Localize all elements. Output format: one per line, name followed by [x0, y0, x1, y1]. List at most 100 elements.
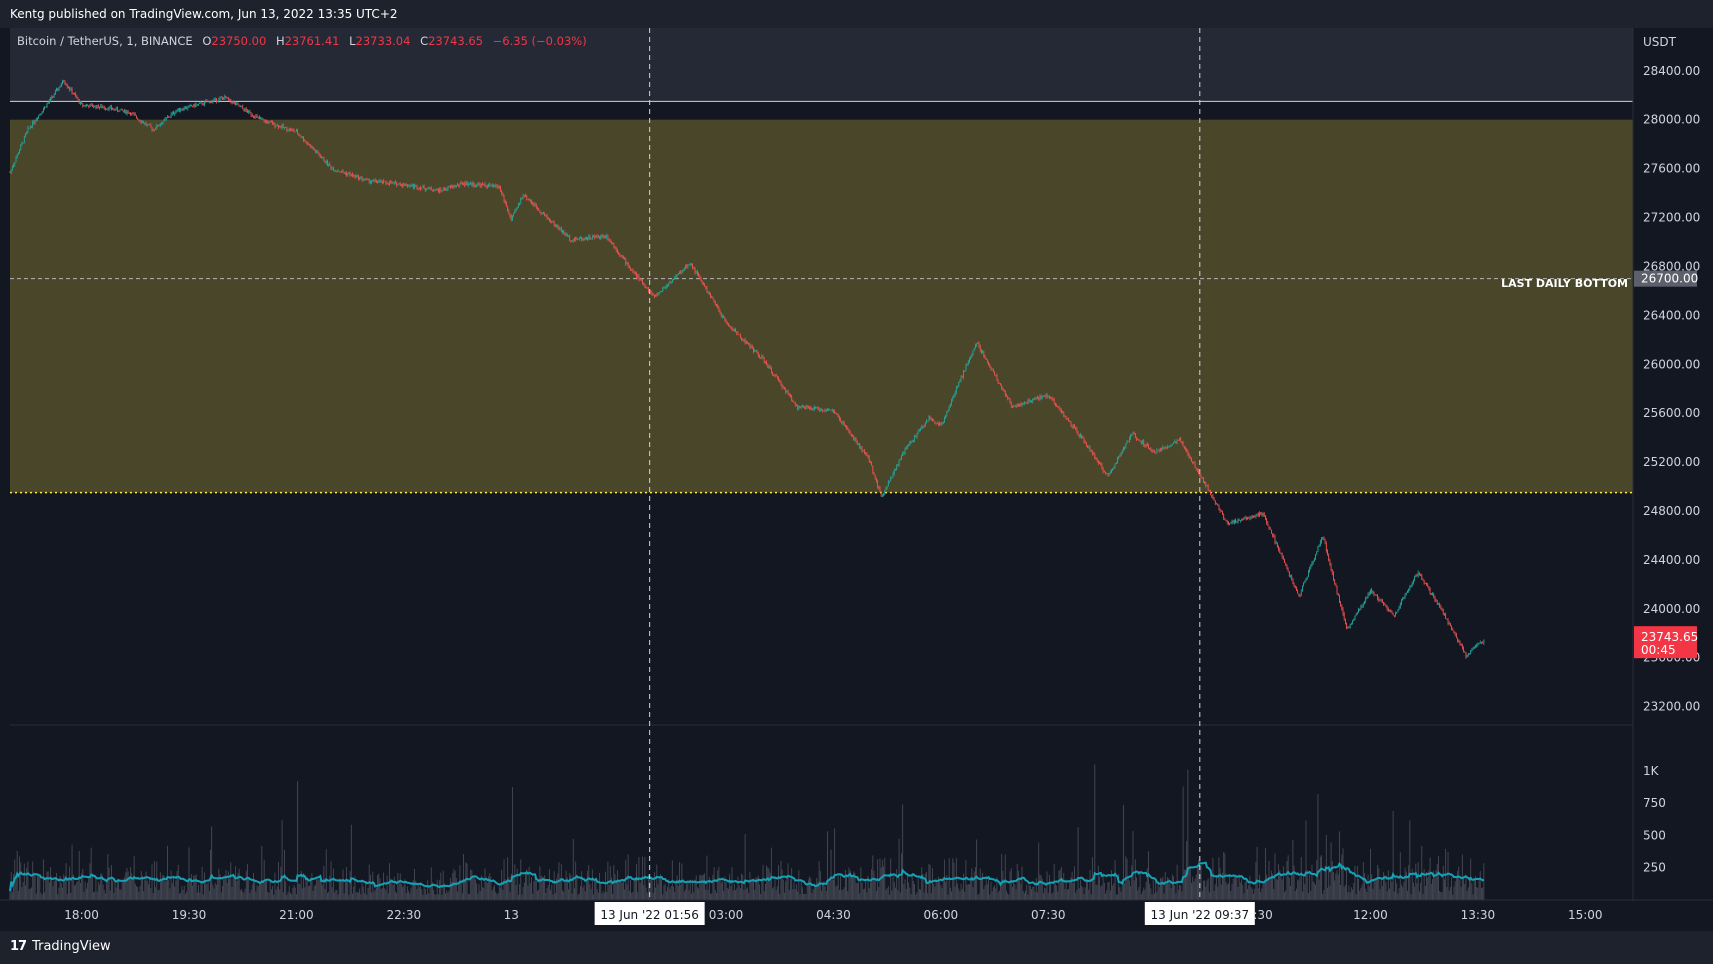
candle-body — [473, 183, 475, 186]
time-tick-label: :30 — [1253, 908, 1272, 922]
candle-body — [198, 103, 199, 105]
candle-body — [54, 91, 56, 95]
candle-body — [32, 121, 34, 127]
candle-body — [303, 137, 304, 141]
candle-body — [454, 185, 456, 187]
candle-body — [190, 105, 192, 107]
candle-body — [300, 136, 302, 138]
candle-body — [60, 84, 62, 87]
candle-body — [100, 105, 102, 108]
candle-body — [189, 105, 191, 106]
candle-body — [970, 356, 972, 359]
candle-body — [1417, 572, 1419, 576]
candle-body — [921, 426, 923, 429]
candle-body — [449, 186, 451, 188]
candle-body — [1263, 513, 1265, 516]
candle-body — [210, 101, 211, 103]
candle-body — [466, 182, 468, 186]
chart-area[interactable]: USDT 28400.00 28000.00 27600.00 27200.00 2680… — [0, 28, 1713, 931]
candle-body — [1310, 564, 1312, 568]
candle-body — [359, 177, 361, 180]
candle-body — [836, 413, 838, 415]
candle-body — [1318, 545, 1320, 547]
candle-body — [897, 465, 899, 466]
candle-body — [318, 153, 320, 156]
candle-body — [875, 477, 877, 482]
candle-body — [453, 185, 455, 188]
candle-body — [93, 106, 94, 108]
candle-body — [162, 121, 164, 124]
candle-body — [1475, 645, 1476, 647]
candle-body — [901, 455, 902, 460]
candle-body — [1133, 433, 1135, 435]
candle-body — [804, 407, 806, 410]
candle-body — [483, 183, 485, 185]
candle-body — [1058, 407, 1060, 410]
candle-body — [1158, 448, 1160, 451]
candle-body — [1261, 513, 1263, 516]
candle-body — [414, 185, 415, 188]
candle-body — [1276, 542, 1278, 548]
candle-body — [724, 317, 726, 321]
candle-body — [965, 365, 967, 371]
candle-body — [1299, 594, 1301, 596]
candle-body — [199, 102, 201, 104]
candle-body — [386, 183, 388, 184]
candle-body — [1086, 442, 1087, 446]
candle-body — [57, 89, 59, 91]
candle-body — [1232, 520, 1234, 523]
candle-body — [827, 409, 828, 411]
candle-body — [1428, 586, 1430, 589]
candle-body — [1401, 600, 1402, 604]
candle-body — [1244, 517, 1246, 519]
candle-body — [435, 188, 437, 191]
candle-body — [348, 173, 350, 175]
candle-body — [183, 107, 185, 111]
tradingview-brand[interactable]: 17 TradingView — [10, 939, 111, 954]
candle-body — [1214, 500, 1216, 504]
candle-body — [1043, 395, 1044, 397]
candle-body — [816, 407, 818, 409]
candle-body — [843, 421, 845, 426]
candle-body — [434, 190, 436, 192]
candle-body — [1287, 568, 1289, 572]
candle-body — [10, 169, 12, 173]
candle-body — [107, 108, 109, 110]
candle-body — [1354, 615, 1356, 620]
candle-body — [379, 181, 381, 182]
candle-body — [1191, 459, 1192, 462]
symbol-title[interactable]: Bitcoin / TetherUS, 1, BINANCE — [17, 34, 193, 48]
candle-body — [747, 342, 748, 344]
candle-body — [509, 214, 511, 217]
candle-body — [1055, 402, 1056, 406]
candle-body — [405, 183, 407, 186]
candle-body — [114, 108, 116, 110]
candle-body — [206, 101, 208, 103]
candle-body — [229, 98, 230, 100]
candle-body — [479, 184, 481, 187]
candle-body — [1163, 447, 1165, 449]
candle-body — [186, 108, 188, 110]
crosshair-time-label: 13 Jun '22 09:37 — [1150, 908, 1249, 922]
candle-body — [1162, 447, 1164, 450]
candle-body — [911, 440, 913, 443]
candle-body — [1454, 633, 1456, 635]
candle-body — [1309, 567, 1310, 572]
candle-body — [733, 329, 735, 332]
candle-body — [1346, 624, 1347, 629]
candle-body — [223, 98, 225, 100]
candle-body — [1063, 412, 1065, 416]
candle-body — [409, 185, 411, 187]
candle-body — [264, 120, 266, 122]
candle-body — [1319, 541, 1321, 546]
candle-body — [817, 407, 819, 409]
candle-body — [630, 267, 631, 270]
candle-body — [551, 221, 553, 223]
candle-body — [310, 144, 312, 148]
candle-body — [412, 184, 414, 188]
candle-body — [1012, 406, 1013, 408]
candle-body — [1165, 447, 1167, 449]
candle-body — [47, 102, 49, 104]
candle-body — [305, 141, 307, 143]
candle-body — [829, 409, 831, 411]
